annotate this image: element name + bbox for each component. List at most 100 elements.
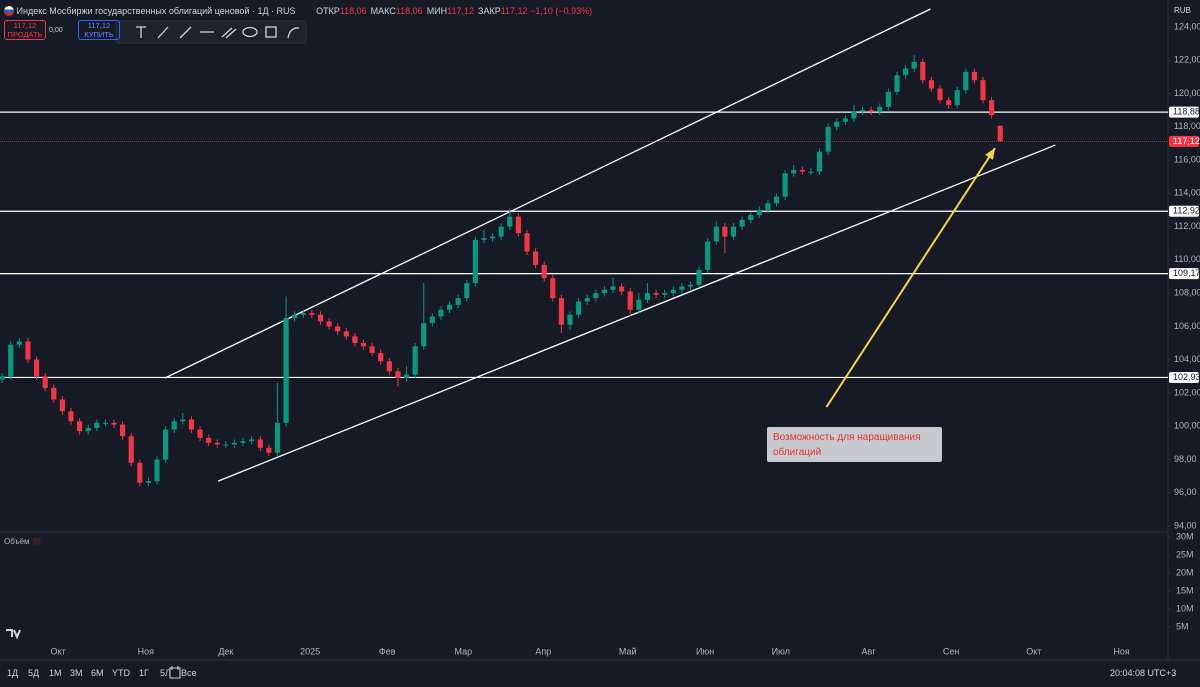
x-tick-label: Апр (535, 646, 551, 656)
candle-body (834, 121, 840, 127)
ray-tool[interactable] (179, 26, 192, 39)
candle-body (662, 293, 668, 295)
x-tick-label: Дек (218, 646, 233, 656)
level-label-box (1169, 371, 1199, 383)
level-label-box (1169, 106, 1199, 118)
timeframe-button[interactable]: 3М (70, 668, 83, 678)
candle-body (825, 126, 831, 152)
volume-tick-label: 10M (1176, 603, 1194, 613)
candle-body (791, 170, 797, 174)
candle-body (472, 239, 478, 284)
candle-body (231, 442, 238, 445)
candle-body (584, 298, 590, 302)
candle-body (309, 313, 315, 315)
ohlc-value: 117,12 (447, 6, 475, 16)
timeframe-button[interactable]: 1Д (7, 668, 19, 678)
candle-body (593, 293, 599, 299)
y-tick-label: 102,00 (1174, 387, 1200, 397)
candle-body (627, 291, 633, 310)
level-label: 102,93 (1173, 372, 1200, 382)
trend-line (217, 144, 1056, 482)
spread: 0,00 (49, 27, 63, 34)
volume-warning[interactable] (33, 537, 41, 545)
candle-body (601, 289, 608, 294)
path-tool[interactable] (287, 27, 300, 39)
candle-body (292, 314, 298, 319)
ohlc-label: МАКС (370, 6, 396, 16)
x-tick-label: Июл (772, 646, 790, 656)
candle-body (644, 293, 651, 300)
timeframe-button[interactable]: YTD (112, 668, 130, 678)
candle-body (997, 125, 1003, 142)
candle-body (429, 316, 435, 324)
currency[interactable]: RUB (1174, 6, 1191, 15)
timeframe-button[interactable]: 6М (91, 668, 104, 678)
volume-tick-label: 20M (1176, 567, 1194, 577)
candle-body (782, 173, 788, 197)
candle-body (971, 71, 977, 81)
candle-body (713, 226, 719, 242)
candle-body (558, 298, 564, 325)
candle-body (163, 429, 169, 460)
candle-body (300, 313, 306, 315)
y-tick-label: 124,00 (1174, 21, 1200, 31)
timeframe-button[interactable]: Все (181, 668, 197, 678)
level-label: 112,92 (1173, 206, 1200, 216)
candle-body (859, 110, 866, 112)
ohlc: ОТКР118,06 МАКС118,06 МИН117,12 ЗАКР117,12 (312, 6, 528, 16)
candle-body (765, 203, 771, 210)
candle-body (730, 226, 737, 237)
arrow-head (985, 148, 996, 160)
last-price-box (1169, 135, 1199, 147)
candle-body (145, 481, 152, 483)
candle-body (33, 359, 40, 377)
ohlc-value: 117,12 (500, 6, 528, 16)
candle-body (748, 214, 754, 220)
candle-body (446, 304, 453, 310)
y-tick-label: 120,00 (1174, 88, 1200, 98)
buy-price: 117,12 (87, 21, 111, 30)
buy-button[interactable]: 117,12 КУПИТЬ (78, 20, 120, 40)
candle-body (524, 233, 530, 252)
candle-body (51, 387, 57, 400)
x-tick-label: Июн (696, 646, 714, 656)
candle-body (963, 71, 969, 91)
date-range-icon[interactable] (169, 666, 181, 679)
candles (0, 55, 1003, 487)
candle-body (902, 68, 909, 76)
timeframe-button[interactable]: 5Л (160, 668, 171, 678)
candle-body (16, 341, 22, 345)
candle-body (352, 336, 358, 344)
ohlc-value: 118,06 (395, 6, 423, 16)
y-tick-label: 112,00 (1174, 221, 1200, 231)
sell-button[interactable]: 117,12 ПРОДАТЬ (4, 20, 46, 40)
candle-body (369, 346, 375, 354)
timeframe-button[interactable]: 1Г (139, 668, 149, 678)
rect-tool[interactable] (265, 26, 277, 38)
candle-body (240, 441, 246, 443)
timeframe-button[interactable]: 1М (49, 668, 62, 678)
text-tool[interactable] (136, 26, 146, 38)
timeframe-button[interactable]: 5Д (28, 668, 40, 678)
volume-tick-label: 15M (1176, 585, 1194, 595)
candle-body (464, 283, 470, 299)
ohlc-label: ЗАКР (478, 6, 501, 16)
candle-body (653, 293, 659, 295)
candle-body (773, 196, 780, 204)
candle-body (894, 75, 900, 92)
ohlc-label: МИН (426, 6, 448, 16)
candle-body (360, 343, 367, 347)
candle-body (610, 286, 616, 290)
drawing-toolbar[interactable] (115, 20, 307, 44)
y-tick-label: 114,00 (1174, 188, 1200, 198)
candle-body (533, 251, 539, 265)
trend-tool[interactable] (157, 26, 169, 39)
candle-body (421, 323, 427, 347)
candle-body (877, 106, 883, 112)
y-tick-label: 116,00 (1174, 154, 1200, 164)
candle-body (403, 374, 410, 378)
candle-body (885, 91, 891, 107)
channel-tool[interactable] (221, 27, 237, 39)
ellipse-tool[interactable] (242, 26, 258, 38)
